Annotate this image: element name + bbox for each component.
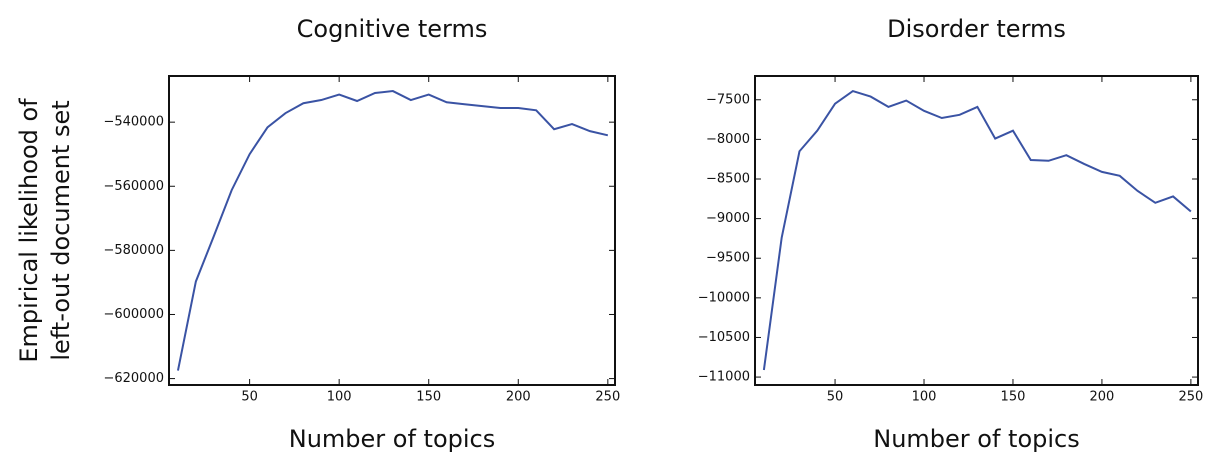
chart-title: Disorder terms	[887, 15, 1066, 43]
x-axis-label: Number of topics	[873, 425, 1080, 453]
x-tick-label: 50	[827, 390, 844, 405]
y-tick-label: −560000	[103, 179, 164, 194]
y-tick-label: −600000	[103, 307, 164, 322]
y-tick-label: −10500	[698, 330, 750, 345]
y-tick-label: −8500	[706, 172, 750, 187]
x-axis-label: Number of topics	[289, 425, 496, 453]
y-tick-label: −9000	[706, 211, 750, 226]
data-line	[176, 90, 609, 371]
y-axis-label: left-out document set	[47, 100, 75, 360]
plot-frame	[754, 75, 1199, 386]
y-tick-label: −8000	[706, 132, 750, 147]
y-tick-label: −7500	[706, 92, 750, 107]
y-tick-label: −11000	[698, 370, 750, 385]
y-tick-label: −10000	[698, 290, 750, 305]
x-tick-label: 250	[595, 390, 620, 405]
x-tick-label: 250	[1178, 390, 1203, 405]
y-tick-label: −580000	[103, 243, 164, 258]
chart-title: Cognitive terms	[297, 15, 488, 43]
x-tick-label: 150	[1001, 390, 1026, 405]
x-tick-label: 150	[416, 390, 441, 405]
x-tick-label: 50	[241, 390, 258, 405]
plot-frame	[168, 75, 616, 386]
y-tick-label: −540000	[103, 115, 164, 130]
y-axis-label: Empirical likelihood of	[15, 98, 43, 363]
x-tick-label: 200	[506, 390, 531, 405]
x-tick-label: 200	[1090, 390, 1115, 405]
y-tick-label: −620000	[103, 371, 164, 386]
y-tick-label: −9500	[706, 251, 750, 266]
data-line	[762, 89, 1192, 371]
x-tick-label: 100	[327, 390, 352, 405]
x-tick-label: 100	[912, 390, 937, 405]
